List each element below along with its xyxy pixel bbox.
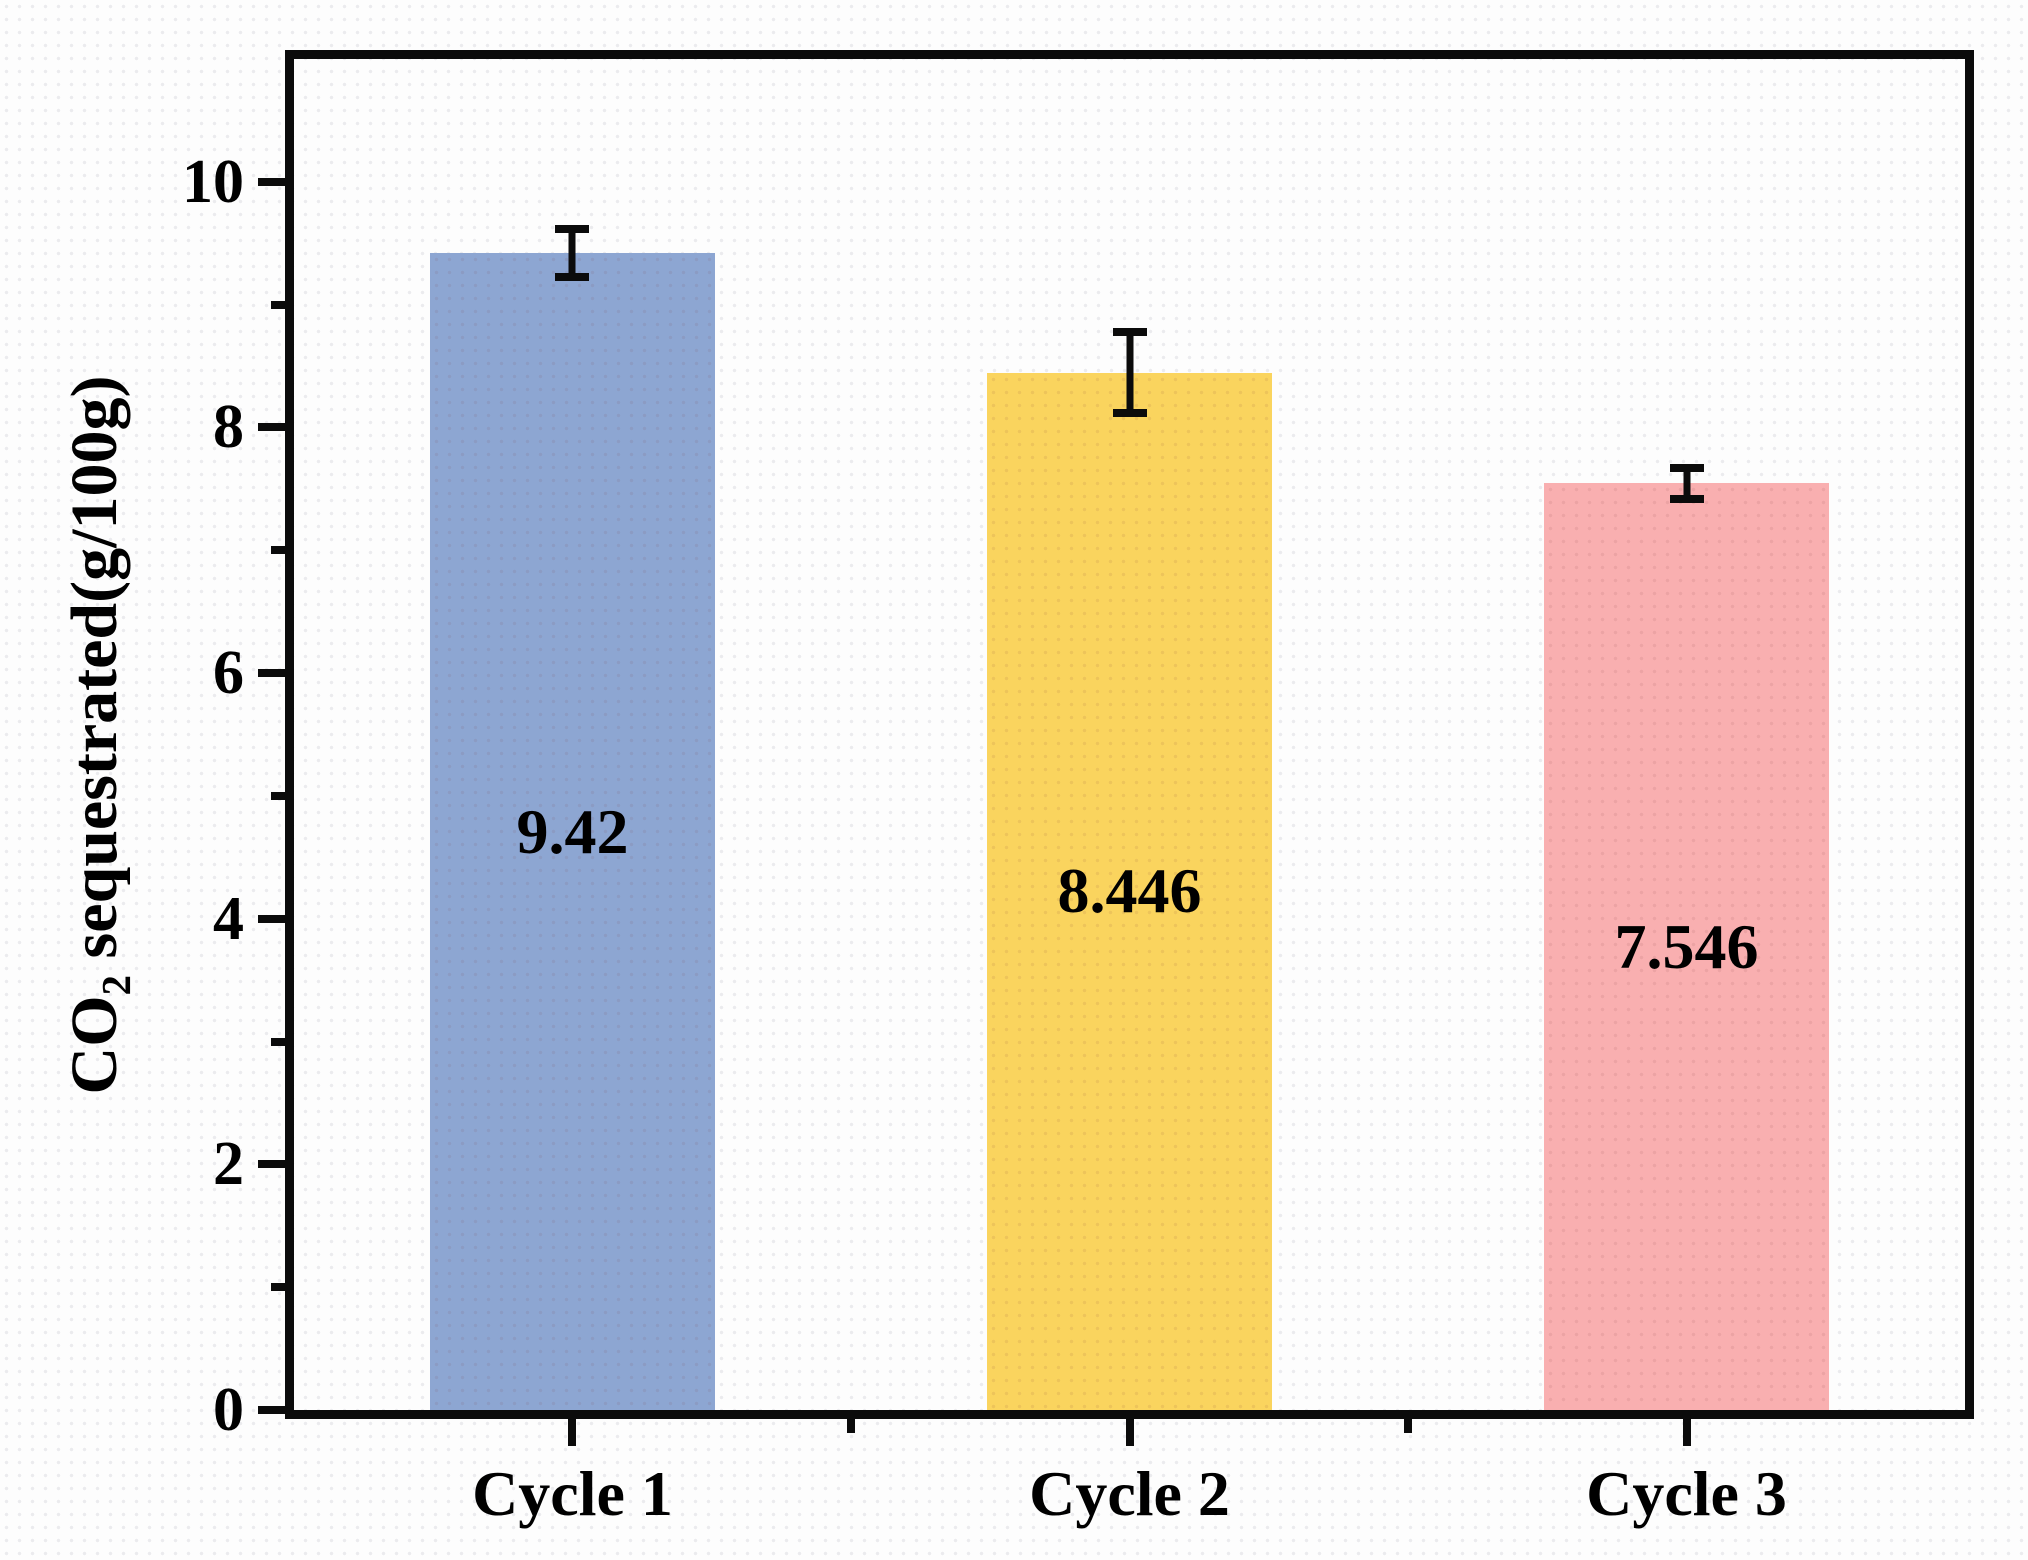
bar-value-label: 8.446 [1057, 855, 1202, 927]
y-axis-minor-tick [271, 1283, 285, 1292]
error-bar [1112, 328, 1147, 417]
y-axis-major-tick [258, 1160, 285, 1169]
plot-area: CO2 sequestrated(g/100g) 0 2 4 6 8 10 9.42 Cycl… [58, 50, 1974, 1526]
x-axis-minor-tick [1404, 1419, 1413, 1433]
x-axis-category-label: Cycle 3 [1586, 1458, 1787, 1529]
y-axis-tick-label: 4 [213, 884, 244, 953]
y-axis-major-tick [258, 423, 285, 432]
y-axis-tick-label: 8 [213, 393, 244, 462]
bar-cycle-1 [430, 253, 715, 1410]
x-axis-category-label: Cycle 1 [472, 1458, 673, 1529]
x-axis-category-label: Cycle 2 [1029, 1458, 1230, 1529]
y-axis-title-pre: CO [57, 994, 131, 1094]
y-axis-tick-label: 2 [213, 1130, 244, 1199]
y-axis-title-subscript: 2 [94, 974, 140, 995]
y-axis-tick-label: 6 [213, 639, 244, 708]
error-bar-stem [1683, 471, 1690, 495]
y-axis-major-tick [258, 914, 285, 923]
error-bar [555, 224, 590, 282]
bar-value-label: 7.546 [1614, 910, 1759, 982]
y-axis-major-tick [258, 1406, 285, 1414]
bar-cycle-3 [1544, 483, 1829, 1410]
error-bar-stem [1126, 336, 1133, 409]
y-axis-minor-tick [271, 1037, 285, 1046]
y-axis-title: CO2 sequestrated(g/100g) [58, 375, 140, 1094]
error-bar [1669, 463, 1704, 503]
y-axis-title-post: sequestrated(g/100g) [57, 375, 131, 975]
error-bar-stem [568, 232, 576, 274]
bar-value-label: 9.42 [516, 795, 629, 867]
x-axis-minor-tick [846, 1419, 855, 1433]
y-axis-minor-tick [271, 300, 285, 309]
y-axis-minor-tick [271, 546, 285, 555]
y-axis-minor-tick [271, 791, 285, 800]
y-axis-tick-label: 10 [182, 147, 244, 216]
y-axis-tick-label: 0 [213, 1376, 244, 1444]
x-axis-major-tick [1125, 1419, 1134, 1446]
x-axis-major-tick [1682, 1419, 1691, 1446]
bar-cycle-2 [987, 372, 1272, 1410]
y-axis-major-tick [258, 177, 285, 186]
y-axis-major-tick [258, 669, 285, 678]
x-axis-major-tick [568, 1419, 577, 1446]
